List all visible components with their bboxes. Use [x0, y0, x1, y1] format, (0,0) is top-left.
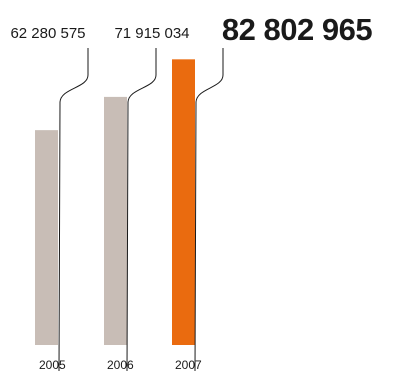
value-label-2005: 62 280 575 [10, 25, 85, 42]
value-labels-group: 62 280 575 71 915 034 82 802 965 [10, 12, 372, 47]
bar-2005 [35, 130, 58, 345]
year-label-2006: 2006 [107, 358, 134, 371]
bars-group [35, 59, 195, 346]
leader-line-2006 [126, 48, 157, 371]
year-label-2007: 2007 [175, 358, 202, 371]
leader-line-2005 [58, 48, 89, 371]
bar-2007 [172, 59, 195, 345]
leader-line-2007 [194, 48, 224, 371]
year-label-2005: 2005 [39, 358, 66, 371]
value-label-2006: 71 915 034 [114, 25, 189, 42]
value-label-2007: 82 802 965 [222, 12, 372, 47]
year-labels-group: 2005 2006 2007 [39, 358, 202, 371]
bar-2006 [104, 96, 127, 346]
leader-lines-group [58, 48, 224, 371]
